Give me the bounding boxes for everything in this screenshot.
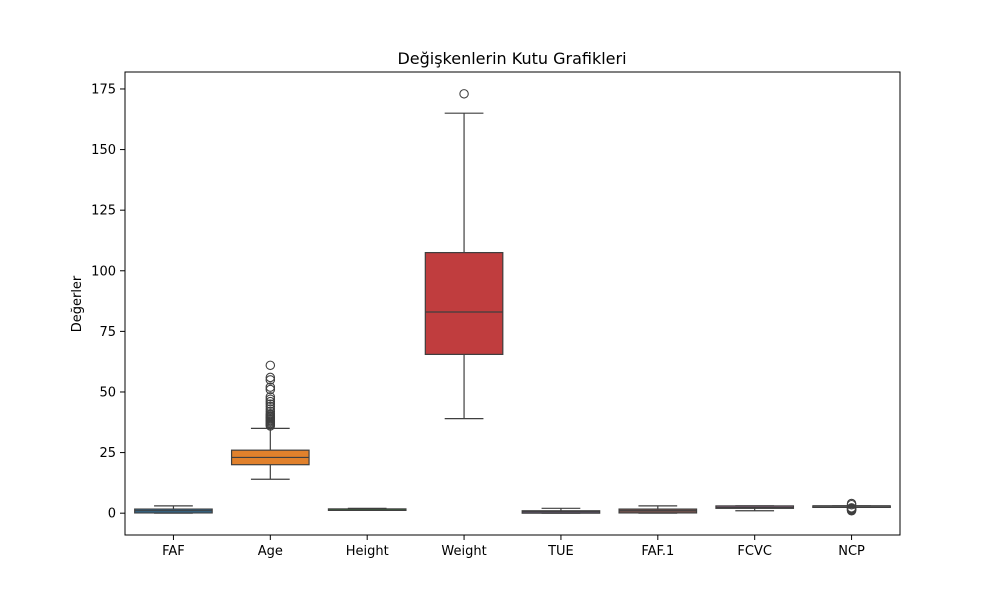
outlier-point (265, 396, 276, 407)
outlier-point (265, 409, 276, 419)
outlier-point (459, 89, 469, 99)
outlier-point (265, 384, 276, 395)
outlier-point (265, 401, 276, 412)
outlier-point (846, 503, 857, 513)
x-tick-label: Weight (441, 544, 486, 559)
y-tick-label: 25 (99, 446, 116, 461)
outlier-point (265, 360, 276, 371)
x-tick-label: FAF (162, 544, 185, 559)
y-axis-label: Değerler (70, 275, 85, 332)
y-tick-label: 150 (91, 143, 116, 158)
y-tick-label: 50 (99, 385, 116, 400)
plot-area: 0 25 50 75 100 125 150 175 FAF Age Height Weight TUE… (91, 82, 891, 559)
plot-frame (124, 71, 901, 536)
x-tick-label: NCP (838, 544, 865, 559)
outlier-point (265, 382, 276, 392)
y-tick-label: 175 (91, 82, 116, 97)
chart-title: Değişkenlerin Kutu Grafikleri (397, 49, 626, 68)
box-weight (424, 251, 504, 356)
outlier-point (265, 372, 276, 383)
x-tick-label: Age (258, 544, 283, 559)
outlier-point (265, 392, 276, 402)
y-tick-label: 75 (99, 325, 116, 340)
x-tick-label: FAF.1 (641, 544, 674, 559)
outlier-point (265, 406, 276, 417)
y-tick-label: 125 (91, 204, 116, 219)
outlier-point (265, 375, 276, 385)
x-tick-label: FCVC (737, 544, 772, 559)
x-tick-label: Height (346, 544, 389, 559)
y-tick-label: 0 (108, 507, 116, 522)
outlier-point (846, 498, 857, 509)
y-tick-label: 100 (91, 264, 116, 279)
outlier-point (265, 394, 276, 405)
x-tick-label: TUE (547, 544, 574, 559)
outlier-point (265, 399, 276, 409)
outlier-point (265, 404, 276, 414)
